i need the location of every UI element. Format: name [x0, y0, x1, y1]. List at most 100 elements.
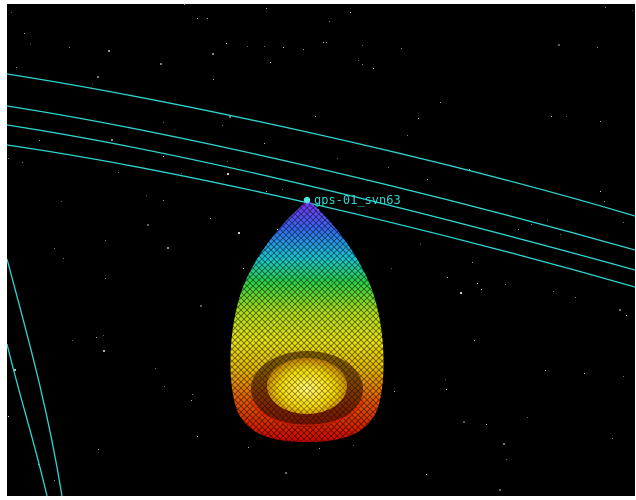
star — [362, 64, 363, 65]
star — [63, 258, 64, 259]
star — [477, 283, 478, 284]
star — [460, 292, 462, 294]
star — [266, 191, 267, 192]
star — [226, 43, 227, 44]
star — [227, 161, 228, 162]
star — [527, 417, 528, 418]
star — [207, 18, 208, 19]
scene-canvas[interactable] — [7, 4, 635, 496]
star — [472, 262, 473, 263]
star — [518, 229, 519, 230]
star — [632, 10, 633, 11]
star — [69, 47, 70, 48]
star — [337, 158, 338, 159]
star — [469, 169, 470, 170]
star — [619, 309, 621, 311]
star — [503, 443, 505, 445]
star — [584, 373, 585, 374]
star — [92, 84, 93, 85]
star — [108, 50, 110, 52]
star — [486, 424, 487, 425]
star — [394, 391, 395, 392]
star — [446, 389, 447, 390]
star — [623, 376, 624, 377]
star — [350, 12, 351, 13]
star — [229, 116, 231, 118]
star — [16, 67, 17, 68]
star — [103, 335, 104, 336]
star — [105, 240, 106, 241]
star — [72, 340, 73, 341]
star — [323, 42, 324, 43]
star — [499, 489, 501, 491]
star — [373, 68, 374, 69]
star — [163, 200, 164, 201]
star — [227, 173, 229, 175]
star — [545, 370, 546, 371]
star — [600, 191, 601, 192]
star — [213, 79, 214, 80]
star — [11, 12, 12, 13]
star — [445, 379, 446, 380]
star — [319, 448, 320, 449]
star — [426, 474, 427, 475]
star — [418, 118, 419, 119]
star — [283, 47, 284, 48]
star — [98, 449, 99, 450]
3d-viewport[interactable]: gps-01_svn63 — [7, 4, 635, 496]
star — [270, 62, 271, 63]
star — [604, 201, 605, 202]
star — [54, 480, 55, 481]
star — [407, 135, 408, 136]
orbit-track-3[interactable] — [7, 124, 635, 271]
star — [481, 289, 482, 290]
star — [160, 63, 162, 65]
star — [329, 21, 330, 22]
star — [612, 438, 613, 439]
star — [238, 232, 240, 234]
star — [264, 143, 265, 144]
star — [266, 8, 267, 9]
star — [427, 179, 428, 180]
star — [600, 121, 601, 122]
orbit-track-4[interactable] — [7, 144, 635, 288]
star — [163, 156, 164, 157]
orbit-track-5[interactable] — [7, 258, 63, 496]
star — [264, 46, 265, 47]
star — [38, 464, 39, 465]
star — [147, 224, 149, 226]
orbit-track-6[interactable] — [7, 343, 48, 496]
star — [547, 220, 548, 221]
star — [243, 268, 244, 269]
orbit-track-1[interactable] — [7, 73, 635, 217]
sensor-cone-icon[interactable] — [230, 200, 384, 442]
star — [282, 189, 283, 190]
star — [558, 44, 560, 46]
satellite-marker-icon[interactable] — [303, 196, 311, 204]
star — [146, 195, 147, 196]
star — [440, 102, 441, 103]
star — [326, 42, 327, 43]
star — [474, 340, 475, 341]
star — [14, 369, 16, 371]
star — [181, 173, 182, 174]
star — [8, 158, 9, 159]
star — [197, 436, 198, 437]
star — [105, 278, 106, 279]
star — [184, 4, 185, 5]
star — [247, 46, 248, 47]
star — [8, 416, 9, 417]
orbit-track-2[interactable] — [7, 105, 635, 251]
star — [401, 48, 402, 49]
satellite-label[interactable]: gps-01_svn63 — [314, 193, 401, 207]
star — [277, 229, 278, 230]
star — [626, 315, 627, 316]
star — [420, 244, 421, 245]
star — [362, 45, 363, 46]
star — [97, 76, 99, 78]
star — [222, 125, 223, 126]
star — [391, 268, 392, 269]
star — [24, 33, 25, 34]
star — [210, 218, 211, 219]
star — [285, 472, 287, 474]
